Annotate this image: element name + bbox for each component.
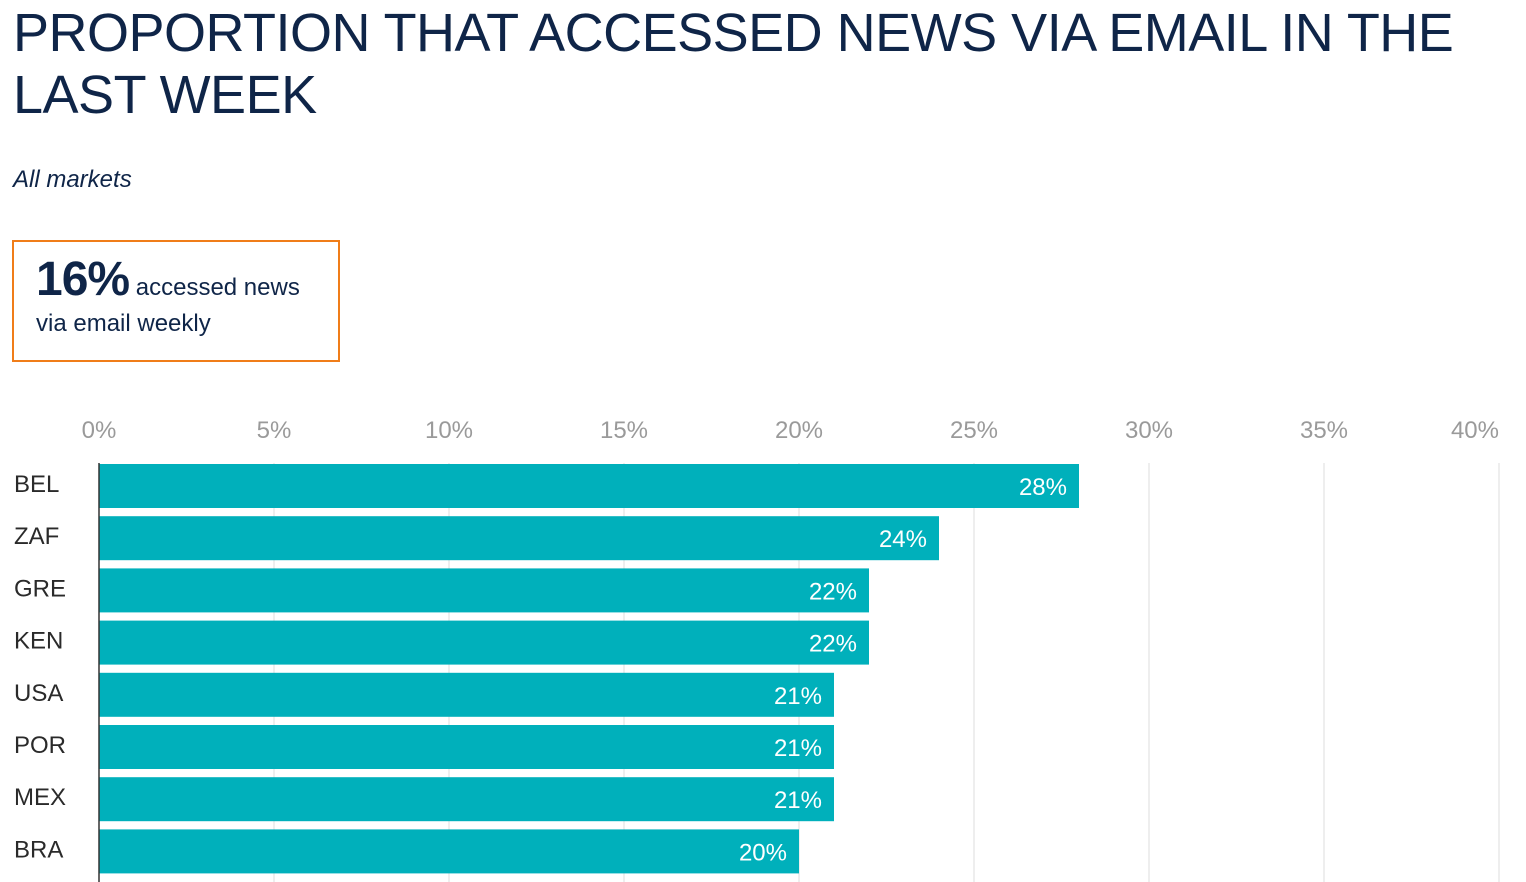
category-label: POR [14, 732, 66, 759]
callout-text-line1: accessed news [129, 274, 300, 301]
bar-value-label: 28% [1019, 474, 1067, 501]
category-label: BRA [14, 836, 63, 863]
bar [99, 516, 939, 561]
x-tick-label: 15% [600, 417, 648, 444]
category-label: GRE [14, 575, 66, 602]
category-label: MEX [14, 784, 66, 811]
bar [99, 725, 834, 769]
bar [99, 777, 834, 822]
x-tick-label: 0% [82, 417, 117, 444]
callout-text-line2: via email weekly [36, 310, 211, 337]
bar [99, 672, 834, 717]
bar-value-label: 21% [774, 787, 822, 814]
x-tick-label: 10% [425, 417, 473, 444]
category-label: KEN [14, 628, 63, 655]
x-tick-label: 40% [1451, 417, 1499, 444]
x-tick-label: 35% [1300, 417, 1348, 444]
bar-value-label: 21% [774, 683, 822, 710]
bar-value-label: 24% [879, 526, 927, 553]
category-label: ZAF [14, 523, 59, 550]
x-tick-label: 25% [950, 417, 998, 444]
x-tick-label: 20% [775, 417, 823, 444]
bar [99, 568, 869, 613]
summary-callout: 16% accessed news via email weekly [12, 240, 340, 362]
bar-value-label: 22% [809, 631, 857, 658]
chart-subtitle: All markets [13, 166, 132, 193]
bar-value-label: 22% [809, 578, 857, 605]
x-tick-label: 30% [1125, 417, 1173, 444]
bar-value-label: 21% [774, 735, 822, 762]
category-label: USA [14, 680, 63, 707]
bar-chart: 0% 5% 10% 15% 20% 25% 30% 35% 40% 28% BEL 24% ZAF 22%… [14, 417, 1500, 882]
category-label: BEL [14, 471, 59, 498]
bar-value-label: 20% [739, 839, 787, 866]
bar [99, 620, 869, 665]
callout-value: 16% [36, 253, 130, 306]
x-tick-label: 5% [257, 417, 292, 444]
bar [99, 829, 799, 874]
bar [99, 464, 1079, 508]
chart-title: PROPORTION THAT ACCESSED NEWS VIA EMAIL … [13, 3, 1454, 125]
